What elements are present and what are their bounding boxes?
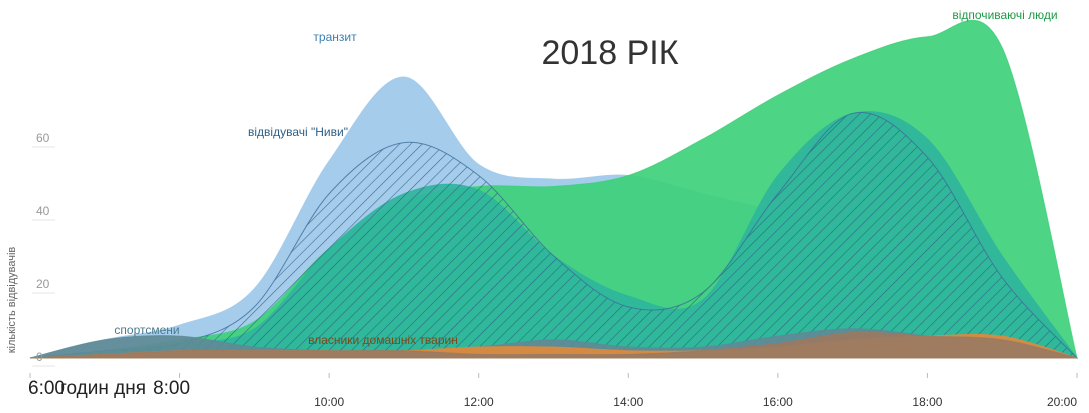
y-tick-label: 0: [36, 350, 43, 364]
area: [29, 331, 1078, 359]
x-axis-label: годин дня: [60, 378, 146, 399]
x-tick-label: 8:00: [153, 378, 190, 399]
x-tick-label: 10:00: [314, 395, 344, 409]
y-tick-label: 40: [36, 204, 50, 218]
x-tick-label: 16:00: [763, 395, 793, 409]
x-tick-label: 12:00: [464, 395, 494, 409]
series-label: відпочиваючі люди: [952, 8, 1057, 22]
x-tick-label: 20:00: [1047, 395, 1077, 409]
y-tick-label: 60: [36, 131, 50, 145]
series-label: відвідувачі "Ниви": [248, 125, 348, 139]
areas: [29, 19, 1079, 359]
x-tick-label: 14:00: [613, 395, 643, 409]
y-axis-label: кількість відвідувачів: [6, 247, 18, 354]
chart-title: 2018 РІК: [541, 34, 678, 72]
x-tick-label: 18:00: [912, 395, 942, 409]
y-tick-label: 20: [36, 277, 50, 291]
series-label: транзит: [313, 30, 357, 44]
series-label: власники домашніх тварин: [308, 333, 458, 347]
x-tick-label: 6:00: [28, 378, 65, 399]
series-label: спортсмени: [114, 323, 179, 337]
area: [29, 111, 1079, 359]
